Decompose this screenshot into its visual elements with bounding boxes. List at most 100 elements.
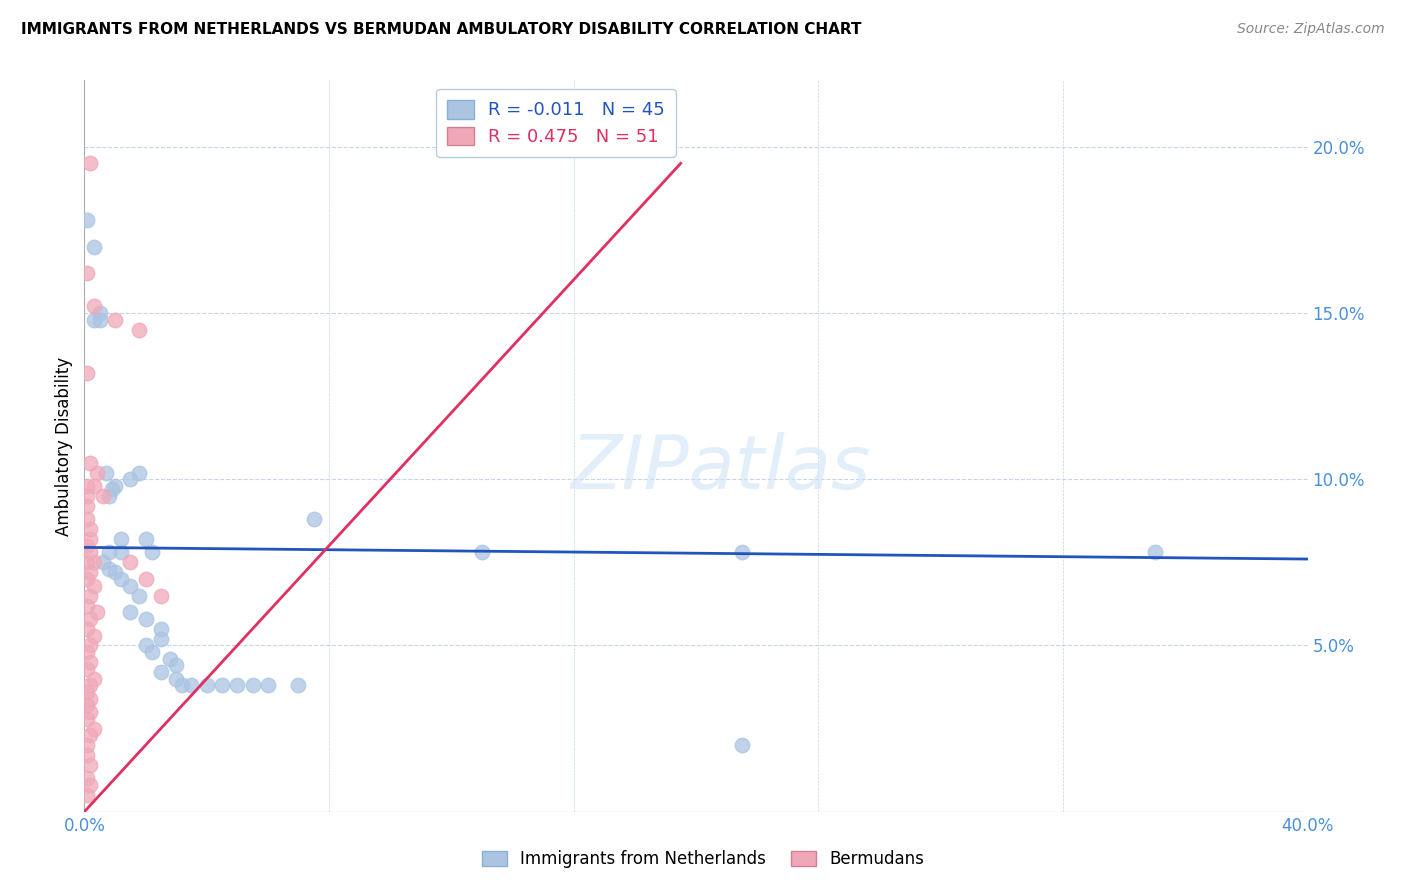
Point — [120, 555, 142, 569]
Text: Source: ZipAtlas.com: Source: ZipAtlas.com — [1237, 22, 1385, 37]
Point — [79, 612, 101, 626]
Point — [91, 489, 114, 503]
Point — [110, 545, 132, 559]
Point — [141, 645, 163, 659]
Point — [149, 589, 172, 603]
Point — [471, 545, 494, 559]
Point — [76, 489, 98, 503]
Point — [76, 662, 98, 676]
Point — [135, 639, 157, 653]
Point — [120, 605, 142, 619]
Point — [83, 628, 105, 642]
Point — [120, 472, 142, 486]
Point — [110, 532, 132, 546]
Point — [76, 645, 98, 659]
Point — [226, 678, 249, 692]
Point — [242, 678, 264, 692]
Point — [731, 738, 754, 752]
Point — [76, 266, 98, 280]
Text: ZIPatlas: ZIPatlas — [571, 432, 870, 504]
Point — [104, 566, 127, 580]
Point — [97, 489, 120, 503]
Point — [135, 572, 157, 586]
Point — [89, 312, 111, 326]
Point — [149, 622, 172, 636]
Point — [149, 632, 172, 646]
Point — [83, 299, 105, 313]
Point — [76, 555, 98, 569]
Point — [211, 678, 233, 692]
Point — [83, 555, 105, 569]
Point — [104, 479, 127, 493]
Point — [195, 678, 218, 692]
Point — [128, 589, 150, 603]
Point — [104, 312, 127, 326]
Point — [76, 738, 98, 752]
Point — [149, 665, 172, 679]
Point — [257, 678, 280, 692]
Point — [79, 728, 101, 742]
Point — [1143, 545, 1166, 559]
Point — [165, 672, 187, 686]
Point — [287, 678, 309, 692]
Point — [79, 778, 101, 792]
Point — [91, 555, 114, 569]
Text: IMMIGRANTS FROM NETHERLANDS VS BERMUDAN AMBULATORY DISABILITY CORRELATION CHART: IMMIGRANTS FROM NETHERLANDS VS BERMUDAN … — [21, 22, 862, 37]
Point — [86, 605, 108, 619]
Point — [76, 772, 98, 786]
Point — [83, 672, 105, 686]
Point — [89, 306, 111, 320]
Point — [79, 589, 101, 603]
Point — [141, 545, 163, 559]
Point — [79, 566, 101, 580]
Point — [76, 622, 98, 636]
Point — [76, 599, 98, 613]
Point — [86, 466, 108, 480]
Point — [128, 466, 150, 480]
Legend: Immigrants from Netherlands, Bermudans: Immigrants from Netherlands, Bermudans — [475, 844, 931, 875]
Point — [302, 512, 325, 526]
Point — [101, 482, 124, 496]
Point — [76, 572, 98, 586]
Legend: R = -0.011   N = 45, R = 0.475   N = 51: R = -0.011 N = 45, R = 0.475 N = 51 — [436, 89, 676, 157]
Point — [83, 239, 105, 253]
Point — [83, 479, 105, 493]
Point — [180, 678, 202, 692]
Point — [97, 562, 120, 576]
Point — [76, 512, 98, 526]
Point — [79, 691, 101, 706]
Point — [79, 655, 101, 669]
Point — [83, 722, 105, 736]
Point — [79, 678, 101, 692]
Point — [79, 156, 101, 170]
Point — [76, 685, 98, 699]
Point — [76, 213, 98, 227]
Point — [79, 456, 101, 470]
Point — [79, 705, 101, 719]
Point — [110, 572, 132, 586]
Point — [79, 545, 101, 559]
Point — [731, 545, 754, 559]
Point — [135, 532, 157, 546]
Point — [165, 658, 187, 673]
Point — [76, 788, 98, 802]
Point — [159, 652, 181, 666]
Point — [76, 698, 98, 713]
Point — [120, 579, 142, 593]
Point — [76, 499, 98, 513]
Point — [97, 545, 120, 559]
Point — [79, 639, 101, 653]
Point — [79, 758, 101, 772]
Point — [76, 748, 98, 763]
Point — [76, 479, 98, 493]
Point — [79, 522, 101, 536]
Y-axis label: Ambulatory Disability: Ambulatory Disability — [55, 357, 73, 535]
Point — [79, 532, 101, 546]
Point — [76, 539, 98, 553]
Point — [128, 323, 150, 337]
Point — [135, 612, 157, 626]
Point — [83, 579, 105, 593]
Point — [83, 312, 105, 326]
Point — [172, 678, 194, 692]
Point — [76, 712, 98, 726]
